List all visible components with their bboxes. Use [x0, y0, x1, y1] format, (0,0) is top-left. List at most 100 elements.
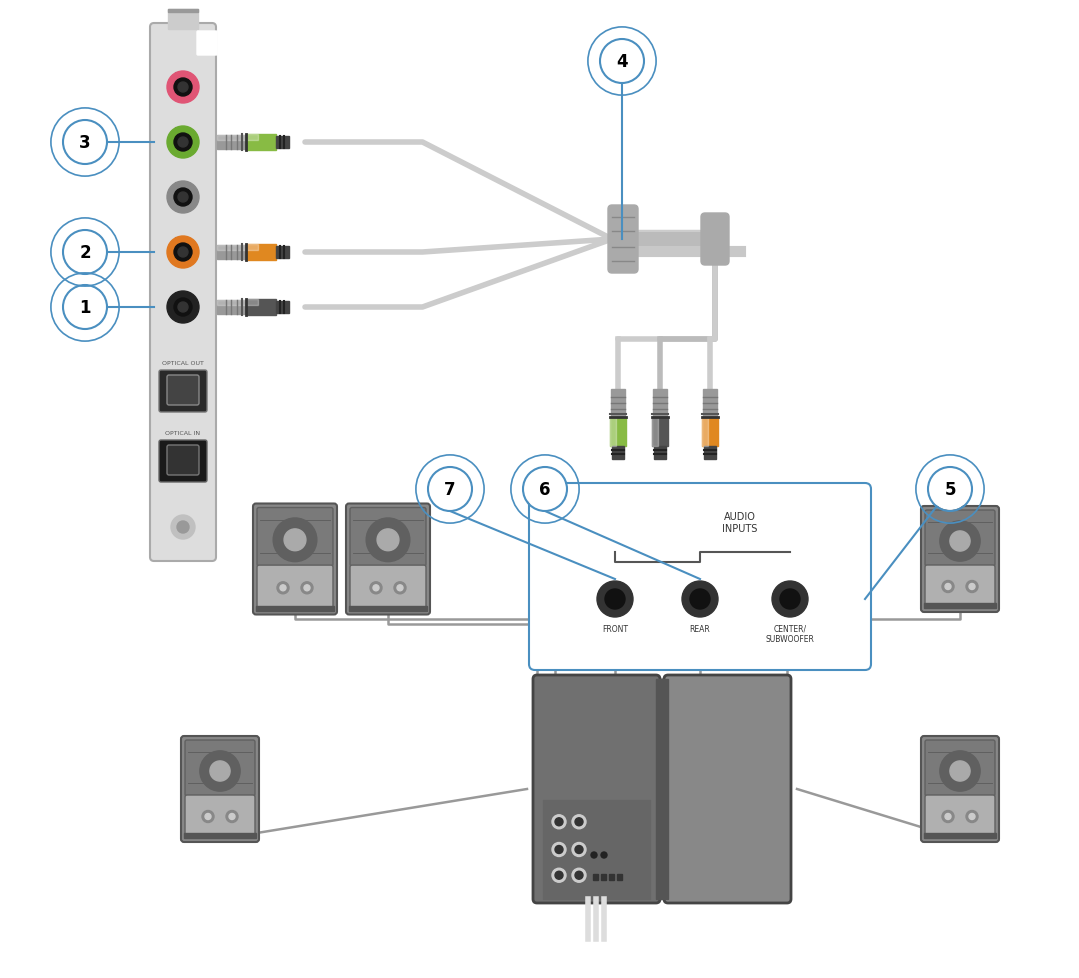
- Circle shape: [950, 761, 970, 781]
- Circle shape: [555, 871, 563, 879]
- Polygon shape: [610, 418, 616, 447]
- Text: REAR: REAR: [689, 624, 710, 634]
- FancyBboxPatch shape: [670, 682, 786, 897]
- Bar: [610, 418, 626, 447]
- Circle shape: [167, 127, 199, 158]
- Circle shape: [284, 529, 306, 552]
- Circle shape: [940, 521, 980, 561]
- Circle shape: [174, 189, 192, 206]
- Bar: [611, 389, 625, 418]
- FancyBboxPatch shape: [925, 511, 995, 566]
- Circle shape: [174, 298, 192, 317]
- Circle shape: [178, 193, 188, 202]
- FancyBboxPatch shape: [150, 24, 216, 561]
- Bar: [276, 246, 289, 259]
- Bar: [612, 447, 625, 460]
- FancyBboxPatch shape: [925, 740, 995, 796]
- Text: OPTICAL IN: OPTICAL IN: [165, 430, 201, 435]
- Polygon shape: [217, 300, 246, 306]
- Circle shape: [969, 584, 975, 590]
- Circle shape: [178, 302, 188, 313]
- Circle shape: [200, 751, 241, 791]
- FancyBboxPatch shape: [529, 483, 871, 670]
- Circle shape: [174, 134, 192, 152]
- Bar: [168, 10, 199, 30]
- Circle shape: [601, 852, 607, 858]
- Circle shape: [167, 182, 199, 214]
- Bar: [652, 418, 668, 447]
- Circle shape: [555, 818, 563, 826]
- Circle shape: [377, 529, 399, 552]
- Circle shape: [605, 590, 625, 609]
- Circle shape: [205, 814, 211, 820]
- Text: 5: 5: [944, 480, 956, 499]
- Bar: [217, 300, 246, 315]
- Circle shape: [202, 811, 214, 822]
- Bar: [217, 245, 246, 260]
- Circle shape: [552, 815, 566, 829]
- Bar: [217, 136, 246, 150]
- Circle shape: [65, 288, 106, 328]
- Bar: [601, 874, 606, 880]
- Circle shape: [966, 581, 978, 593]
- Circle shape: [689, 590, 710, 609]
- Circle shape: [304, 585, 310, 591]
- Circle shape: [597, 581, 633, 617]
- Circle shape: [178, 138, 188, 148]
- Circle shape: [366, 518, 410, 562]
- Text: FRONT: FRONT: [602, 624, 628, 634]
- Bar: [609, 874, 614, 880]
- FancyBboxPatch shape: [159, 440, 207, 482]
- FancyBboxPatch shape: [921, 507, 999, 612]
- Polygon shape: [246, 244, 258, 250]
- Polygon shape: [652, 418, 658, 447]
- Circle shape: [572, 815, 586, 829]
- FancyBboxPatch shape: [925, 795, 995, 838]
- Circle shape: [429, 469, 470, 510]
- Circle shape: [591, 852, 597, 858]
- Circle shape: [273, 518, 317, 562]
- FancyBboxPatch shape: [159, 371, 207, 413]
- Circle shape: [229, 814, 235, 820]
- Circle shape: [277, 582, 289, 595]
- FancyBboxPatch shape: [167, 376, 199, 406]
- Circle shape: [552, 843, 566, 857]
- Bar: [276, 137, 289, 150]
- FancyBboxPatch shape: [925, 565, 995, 608]
- Circle shape: [370, 582, 382, 595]
- Bar: [924, 833, 996, 838]
- Circle shape: [210, 761, 230, 781]
- Bar: [924, 603, 996, 608]
- Bar: [256, 606, 334, 611]
- Polygon shape: [217, 136, 246, 141]
- FancyBboxPatch shape: [252, 504, 337, 615]
- Circle shape: [945, 814, 951, 820]
- Circle shape: [174, 244, 192, 262]
- Circle shape: [167, 237, 199, 269]
- Polygon shape: [246, 299, 276, 316]
- Circle shape: [942, 581, 954, 593]
- FancyBboxPatch shape: [607, 205, 638, 274]
- Circle shape: [572, 868, 586, 882]
- Polygon shape: [656, 680, 668, 899]
- Circle shape: [524, 469, 565, 510]
- Circle shape: [301, 582, 313, 595]
- Text: 6: 6: [540, 480, 550, 499]
- Circle shape: [65, 122, 106, 163]
- FancyBboxPatch shape: [167, 446, 199, 475]
- Circle shape: [575, 846, 583, 854]
- Circle shape: [950, 531, 970, 552]
- Text: 7: 7: [445, 480, 455, 499]
- Circle shape: [167, 291, 199, 324]
- Bar: [185, 833, 256, 838]
- Text: AUDIO
INPUTS: AUDIO INPUTS: [722, 511, 757, 533]
- FancyBboxPatch shape: [257, 508, 333, 566]
- Circle shape: [572, 843, 586, 857]
- Circle shape: [966, 811, 978, 822]
- Circle shape: [930, 469, 970, 510]
- Bar: [654, 447, 667, 460]
- Polygon shape: [246, 135, 276, 151]
- FancyBboxPatch shape: [350, 565, 426, 611]
- Circle shape: [942, 811, 954, 822]
- FancyBboxPatch shape: [921, 736, 999, 842]
